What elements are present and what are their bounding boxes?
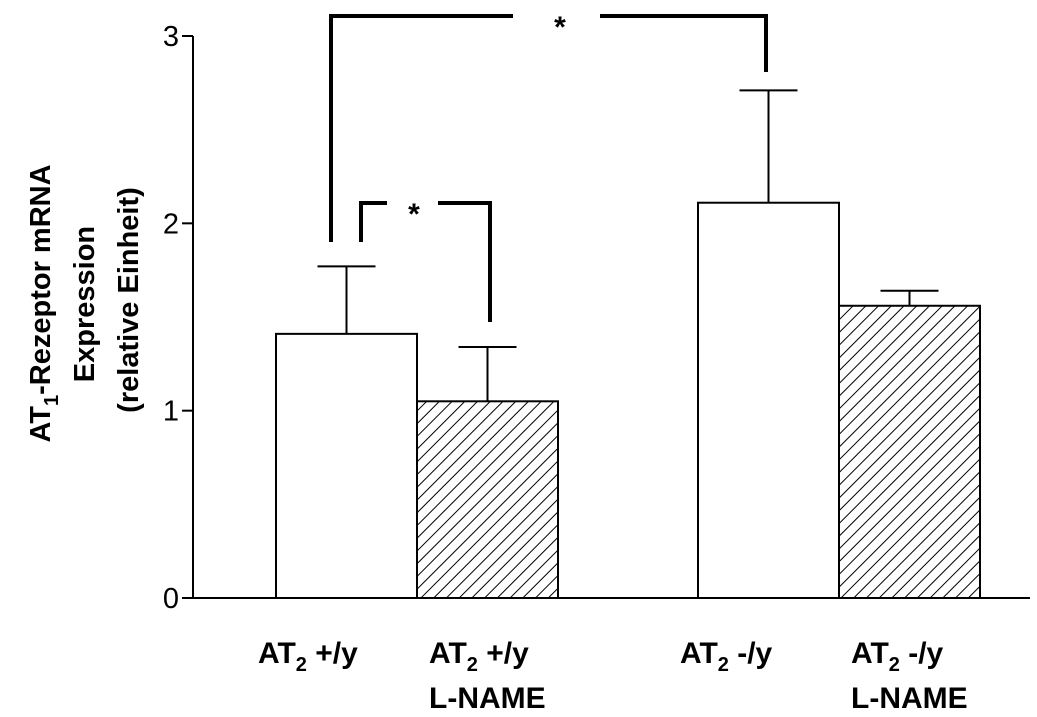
bar-3 <box>838 304 981 599</box>
significance-bracket-1-right <box>600 14 768 72</box>
y-axis-label-line-2: Expression <box>69 226 101 382</box>
significance-star-1: * <box>554 11 566 44</box>
y-tick-label-0: 0 <box>163 583 179 615</box>
x-tick-label-3: AT2 -/y <box>851 637 944 676</box>
x-tick-label-0: AT2 +/y <box>258 637 358 676</box>
y-axis-label-line-1: AT1-Rezeptor mRNA <box>25 164 63 442</box>
bar-2 <box>697 201 840 600</box>
y-axis-label-line-3: (relative Einheit) <box>113 187 145 413</box>
significance-bracket-1-left <box>329 14 513 242</box>
bar-0 <box>275 332 418 599</box>
x-tick-label-1-line-2: L-NAME <box>429 682 546 715</box>
y-tick-label-1: 1 <box>163 396 179 428</box>
x-tick-label-1: AT2 +/y <box>429 637 529 676</box>
plot-area: 0 1 2 3 AT2 +/y AT2 +/y L-NAME AT2 -/y AT2 -/y L-… <box>163 11 1030 715</box>
y-axis-label: AT1-Rezeptor mRNA Expression (relative E… <box>25 157 145 442</box>
significance-bracket-0-left <box>359 201 387 242</box>
x-tick-label-2: AT2 -/y <box>680 637 773 676</box>
bar-1 <box>416 400 559 599</box>
x-tick-label-3-line-2: L-NAME <box>851 682 968 715</box>
y-tick-label-2: 2 <box>163 208 179 240</box>
significance-bracket-0-right <box>438 201 492 322</box>
y-tick-label-3: 3 <box>163 21 179 53</box>
significance-star-0: * <box>408 198 420 231</box>
